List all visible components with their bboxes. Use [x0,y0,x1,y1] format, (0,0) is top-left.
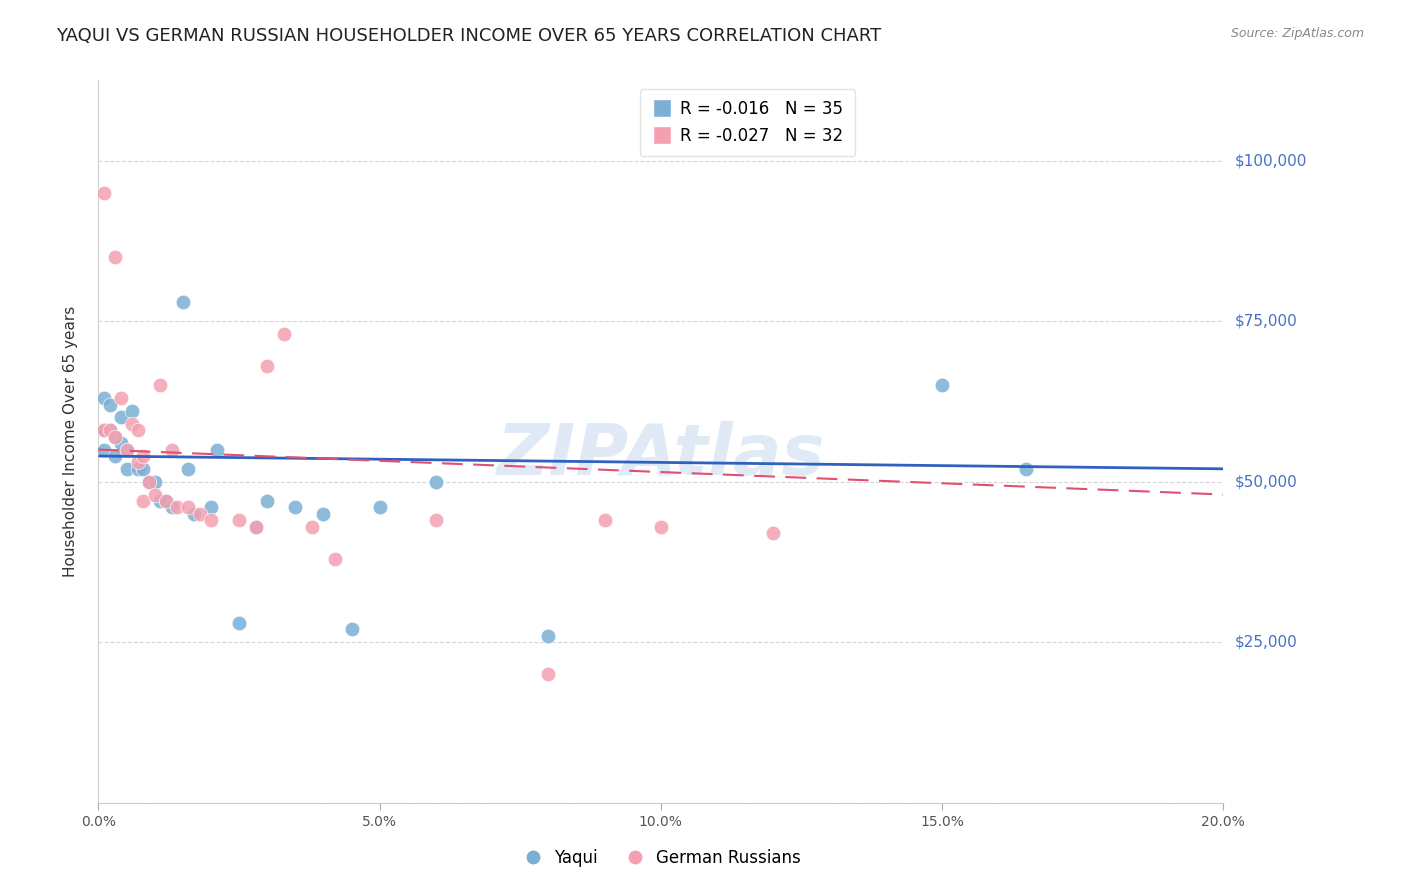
Text: YAQUI VS GERMAN RUSSIAN HOUSEHOLDER INCOME OVER 65 YEARS CORRELATION CHART: YAQUI VS GERMAN RUSSIAN HOUSEHOLDER INCO… [56,27,882,45]
Point [110,391,132,405]
Point [127,423,149,437]
Point [149,378,172,392]
Y-axis label: Householder Income Over 65 years: Householder Income Over 65 years [63,306,77,577]
Legend: Yaqui, German Russians: Yaqui, German Russians [515,843,807,874]
Point [138,475,160,489]
Point [368,500,391,515]
Point [425,513,447,527]
Point [110,436,132,450]
Point [104,430,127,444]
Point [115,442,138,457]
Point [160,442,183,457]
Point [121,404,143,418]
Text: $50,000: $50,000 [1234,475,1298,489]
Point [93,442,115,457]
Text: $75,000: $75,000 [1234,314,1298,328]
Point [160,500,183,515]
Text: Source: ZipAtlas.com: Source: ZipAtlas.com [1230,27,1364,40]
Point [188,507,211,521]
Point [228,615,250,630]
Point [650,519,672,533]
Point [245,519,267,533]
Point [166,500,188,515]
Point [143,487,166,501]
Point [155,494,177,508]
Point [98,398,121,412]
Point [273,326,295,341]
Point [93,423,115,437]
Point [110,410,132,425]
Point [104,430,127,444]
Point [200,513,222,527]
Point [284,500,307,515]
Point [1015,462,1038,476]
Point [143,475,166,489]
Point [256,359,278,373]
Point [98,423,121,437]
Point [93,391,115,405]
Point [205,442,228,457]
Point [132,462,155,476]
Text: $100,000: $100,000 [1234,153,1306,168]
Point [93,186,115,200]
Text: $25,000: $25,000 [1234,635,1298,649]
Point [155,494,177,508]
Point [138,475,160,489]
Point [245,519,267,533]
Point [228,513,250,527]
Point [127,455,149,469]
Point [593,513,616,527]
Point [183,507,205,521]
Point [104,250,127,264]
Point [177,500,200,515]
Point [537,667,560,681]
Point [127,462,149,476]
Point [172,294,194,309]
Point [256,494,278,508]
Point [177,462,200,476]
Point [200,500,222,515]
Point [98,423,121,437]
Point [537,629,560,643]
Point [121,417,143,431]
Text: ZIPAtlas: ZIPAtlas [496,422,825,491]
Point [132,494,155,508]
Point [323,551,346,566]
Point [115,442,138,457]
Point [149,494,172,508]
Point [115,462,138,476]
Point [425,475,447,489]
Point [312,507,335,521]
Point [132,449,155,463]
Point [931,378,953,392]
Point [301,519,323,533]
Point [93,423,115,437]
Point [762,526,785,541]
Point [104,449,127,463]
Point [340,623,363,637]
